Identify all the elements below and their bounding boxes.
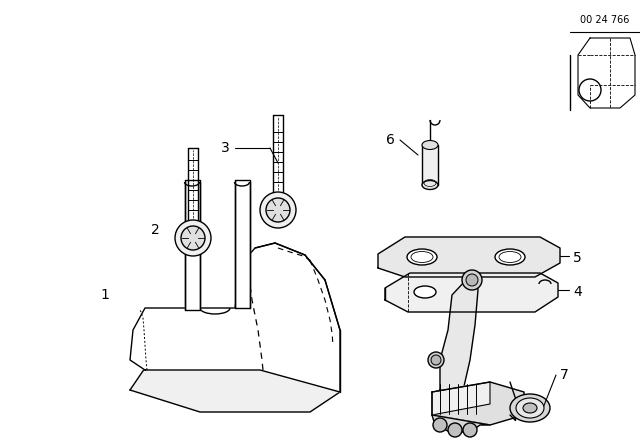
Ellipse shape — [516, 398, 544, 418]
Text: 7: 7 — [560, 368, 569, 382]
Circle shape — [431, 355, 441, 365]
Circle shape — [448, 423, 462, 437]
Text: 1: 1 — [100, 288, 109, 302]
Circle shape — [181, 226, 205, 250]
Ellipse shape — [523, 403, 537, 413]
Text: 4: 4 — [573, 285, 582, 299]
Polygon shape — [385, 273, 558, 312]
Polygon shape — [432, 382, 524, 425]
Ellipse shape — [422, 141, 438, 150]
Circle shape — [433, 418, 447, 432]
Ellipse shape — [411, 251, 433, 263]
Text: 5: 5 — [573, 251, 582, 265]
Polygon shape — [432, 415, 490, 432]
Text: 6: 6 — [386, 133, 395, 147]
Ellipse shape — [495, 249, 525, 265]
Ellipse shape — [414, 286, 436, 298]
Circle shape — [428, 352, 444, 368]
Polygon shape — [432, 382, 490, 415]
Circle shape — [266, 198, 290, 222]
Polygon shape — [185, 180, 200, 310]
Circle shape — [466, 274, 478, 286]
Circle shape — [463, 423, 477, 437]
Ellipse shape — [422, 181, 438, 190]
Text: 3: 3 — [221, 141, 230, 155]
Polygon shape — [378, 237, 560, 277]
Polygon shape — [130, 368, 340, 412]
Circle shape — [260, 192, 296, 228]
Ellipse shape — [510, 394, 550, 422]
Polygon shape — [422, 145, 438, 185]
Ellipse shape — [407, 249, 437, 265]
Text: 00 24 766: 00 24 766 — [580, 15, 630, 25]
Polygon shape — [440, 278, 478, 395]
Text: 2: 2 — [150, 223, 159, 237]
Circle shape — [175, 220, 211, 256]
Polygon shape — [235, 180, 250, 308]
Circle shape — [579, 79, 601, 101]
Ellipse shape — [499, 251, 521, 263]
Polygon shape — [130, 243, 340, 392]
Circle shape — [462, 270, 482, 290]
